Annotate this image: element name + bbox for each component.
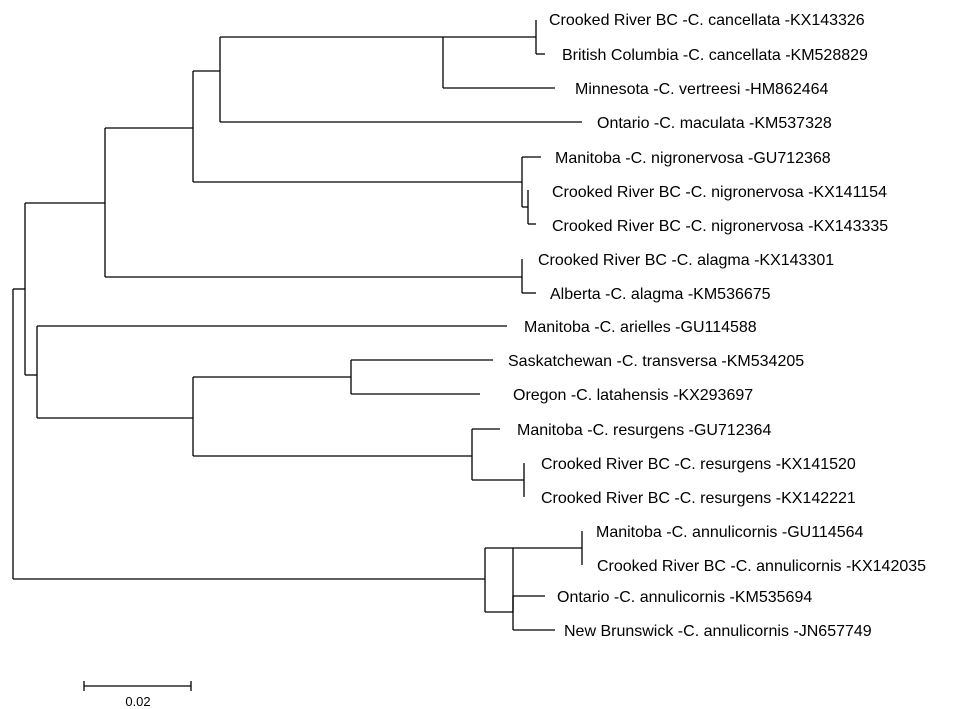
leaf-label: Crooked River BC -C. nigronervosa -KX141… [552, 184, 887, 201]
leaf-label: Manitoba -C. nigronervosa -GU712368 [555, 150, 831, 167]
scale-bar-label: 0.02 [125, 694, 150, 709]
leaf-label: Crooked River BC -C. annulicornis -KX142… [597, 558, 926, 575]
leaf-label: Manitoba -C. resurgens -GU712364 [517, 422, 771, 439]
leaf-label: Crooked River BC -C. nigronervosa -KX143… [552, 218, 888, 235]
leaf-label: Crooked River BC -C. resurgens -KX141520 [541, 456, 856, 473]
leaf-label: Minnesota -C. vertreesi -HM862464 [575, 81, 829, 98]
leaf-label: Manitoba -C. annulicornis -GU114564 [596, 524, 864, 541]
leaf-label: Saskatchewan -C. transversa -KM534205 [508, 353, 804, 370]
leaf-labels: Crooked River BC -C. cancellata -KX14332… [508, 12, 926, 640]
leaf-label: Oregon -C. latahensis -KX293697 [513, 387, 753, 404]
leaf-label: Alberta -C. alagma -KM536675 [550, 286, 771, 303]
leaf-label: New Brunswick -C. annulicornis -JN657749 [564, 623, 872, 640]
leaf-label: Ontario -C. annulicornis -KM535694 [557, 589, 812, 606]
leaf-label: Crooked River BC -C. cancellata -KX14332… [549, 12, 865, 29]
leaf-label: Crooked River BC -C. resurgens -KX142221 [541, 490, 856, 507]
leaf-label: British Columbia -C. cancellata -KM52882… [562, 47, 868, 64]
leaf-label: Manitoba -C. arielles -GU114588 [524, 319, 757, 336]
scale-bar: 0.02 [83, 681, 192, 709]
leaf-label: Ontario -C. maculata -KM537328 [597, 115, 832, 132]
tree-branches [12, 20, 583, 631]
leaf-label: Crooked River BC -C. alagma -KX143301 [538, 252, 834, 269]
